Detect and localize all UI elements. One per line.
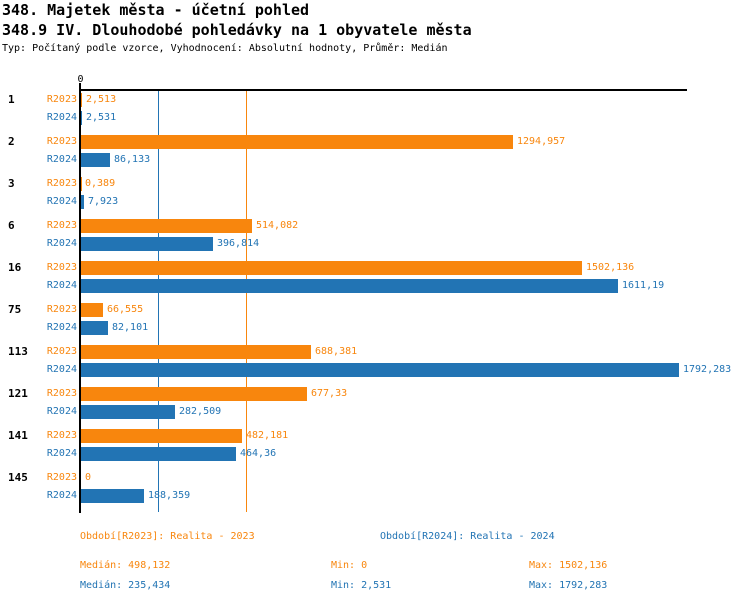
bar-r2024-cat-6 (81, 236, 214, 251)
category-label: 141 (8, 429, 28, 442)
stat-median-2024: Medián: 235,434 (80, 580, 171, 591)
bar-r2023-cat-113 (81, 345, 311, 359)
series-label-r2024: R2024 (46, 405, 77, 417)
series-label-r2024: R2024 (46, 489, 77, 501)
bar-r2024-cat-145 (81, 488, 144, 503)
legend-period-2023: Období[R2023]: Realita - 2023 (80, 531, 255, 542)
legend-period-2024: Období[R2024]: Realita - 2024 (380, 531, 555, 542)
series-label-r2023: R2023 (46, 178, 77, 189)
bar-r2024-cat-121 (81, 404, 176, 419)
bar-r2024-cat-16 (81, 278, 619, 293)
category-label: 16 (8, 261, 22, 274)
category-label: 6 (8, 219, 15, 232)
value-label-r2024-cat-3: 7,923 (88, 195, 119, 207)
series-label-r2023: R2023 (46, 346, 77, 357)
series-label-r2023: R2023 (46, 94, 77, 105)
series-label-r2024: R2024 (46, 195, 77, 207)
value-label-r2023-cat-16: 1502,136 (586, 262, 635, 273)
value-label-r2024-cat-113: 1792,283 (683, 363, 732, 375)
bar-r2024-cat-2 (81, 152, 110, 167)
category-label: 1 (8, 93, 15, 106)
x-axis-tick-label: 0 (77, 74, 84, 85)
bar-r2024-cat-113 (81, 362, 679, 377)
series-label-r2024: R2024 (46, 153, 77, 165)
bar-r2023-cat-1 (81, 93, 82, 107)
category-label: 113 (8, 345, 28, 358)
series-label-r2024: R2024 (46, 279, 77, 291)
value-label-r2024-cat-1: 2,531 (86, 111, 117, 123)
stat-max-2023: Max: 1502,136 (529, 560, 608, 571)
value-label-r2024-cat-75: 82,101 (112, 321, 149, 333)
stat-max-2024: Max: 1792,283 (529, 580, 608, 591)
value-label-r2023-cat-141: 482,181 (246, 430, 289, 441)
value-label-r2023-cat-2: 1294,957 (517, 136, 566, 147)
chart-title-line1: 348. Majetek města - účetní pohled (2, 1, 310, 19)
category-label: 121 (8, 387, 28, 400)
series-label-r2023: R2023 (46, 136, 77, 147)
value-label-r2023-cat-6: 514,082 (256, 220, 299, 231)
category-label: 145 (8, 471, 28, 484)
value-label-r2023-cat-113: 688,381 (315, 346, 358, 357)
bar-r2023-cat-141 (81, 429, 242, 443)
reference-line-median-2023 (246, 91, 247, 512)
chart-subtitle: Typ: Počítaný podle vzorce, Vyhodnocení:… (2, 43, 448, 54)
chart-title-line2: 348.9 IV. Dlouhodobé pohledávky na 1 oby… (2, 21, 472, 39)
value-label-r2023-cat-75: 66,555 (107, 304, 144, 315)
value-label-r2024-cat-16: 1611,19 (622, 279, 665, 291)
value-label-r2023-cat-145: 0 (85, 472, 92, 483)
bar-r2023-cat-16 (81, 261, 582, 275)
bar-r2024-cat-1 (81, 110, 82, 125)
bar-r2024-cat-75 (81, 320, 109, 335)
bar-r2024-cat-141 (81, 446, 236, 461)
category-label: 2 (8, 135, 15, 148)
series-label-r2023: R2023 (46, 304, 77, 315)
bar-r2023-cat-6 (81, 219, 253, 233)
value-label-r2024-cat-121: 282,509 (179, 405, 222, 417)
value-label-r2023-cat-3: 0,389 (85, 178, 116, 189)
series-label-r2024: R2024 (46, 447, 77, 459)
series-label-r2023: R2023 (46, 220, 77, 231)
category-label: 75 (8, 303, 22, 316)
series-label-r2023: R2023 (46, 430, 77, 441)
category-label: 3 (8, 177, 15, 190)
reference-line-median-2024 (158, 91, 159, 512)
series-label-r2023: R2023 (46, 388, 77, 399)
value-label-r2024-cat-141: 464,36 (240, 447, 277, 459)
bar-r2023-cat-2 (81, 135, 513, 149)
series-label-r2024: R2024 (46, 321, 77, 333)
stat-min-2023: Min: 0 (331, 560, 368, 571)
value-label-r2023-cat-1: 2,513 (86, 94, 117, 105)
x-axis-line (80, 89, 687, 91)
stat-min-2024: Min: 2,531 (331, 580, 392, 591)
series-label-r2023: R2023 (46, 262, 77, 273)
value-label-r2024-cat-2: 86,133 (114, 153, 151, 165)
series-label-r2024: R2024 (46, 363, 77, 375)
series-label-r2024: R2024 (46, 111, 77, 123)
value-label-r2024-cat-6: 396,814 (217, 237, 260, 249)
y-axis-line (79, 83, 81, 513)
value-label-r2024-cat-145: 188,359 (148, 489, 191, 501)
series-label-r2024: R2024 (46, 237, 77, 249)
bar-r2023-cat-121 (81, 387, 307, 401)
bar-r2023-cat-75 (81, 303, 104, 317)
value-label-r2023-cat-121: 677,33 (311, 388, 348, 399)
series-label-r2023: R2023 (46, 472, 77, 483)
bar-r2024-cat-3 (81, 194, 84, 209)
stat-median-2023: Medián: 498,132 (80, 560, 171, 571)
